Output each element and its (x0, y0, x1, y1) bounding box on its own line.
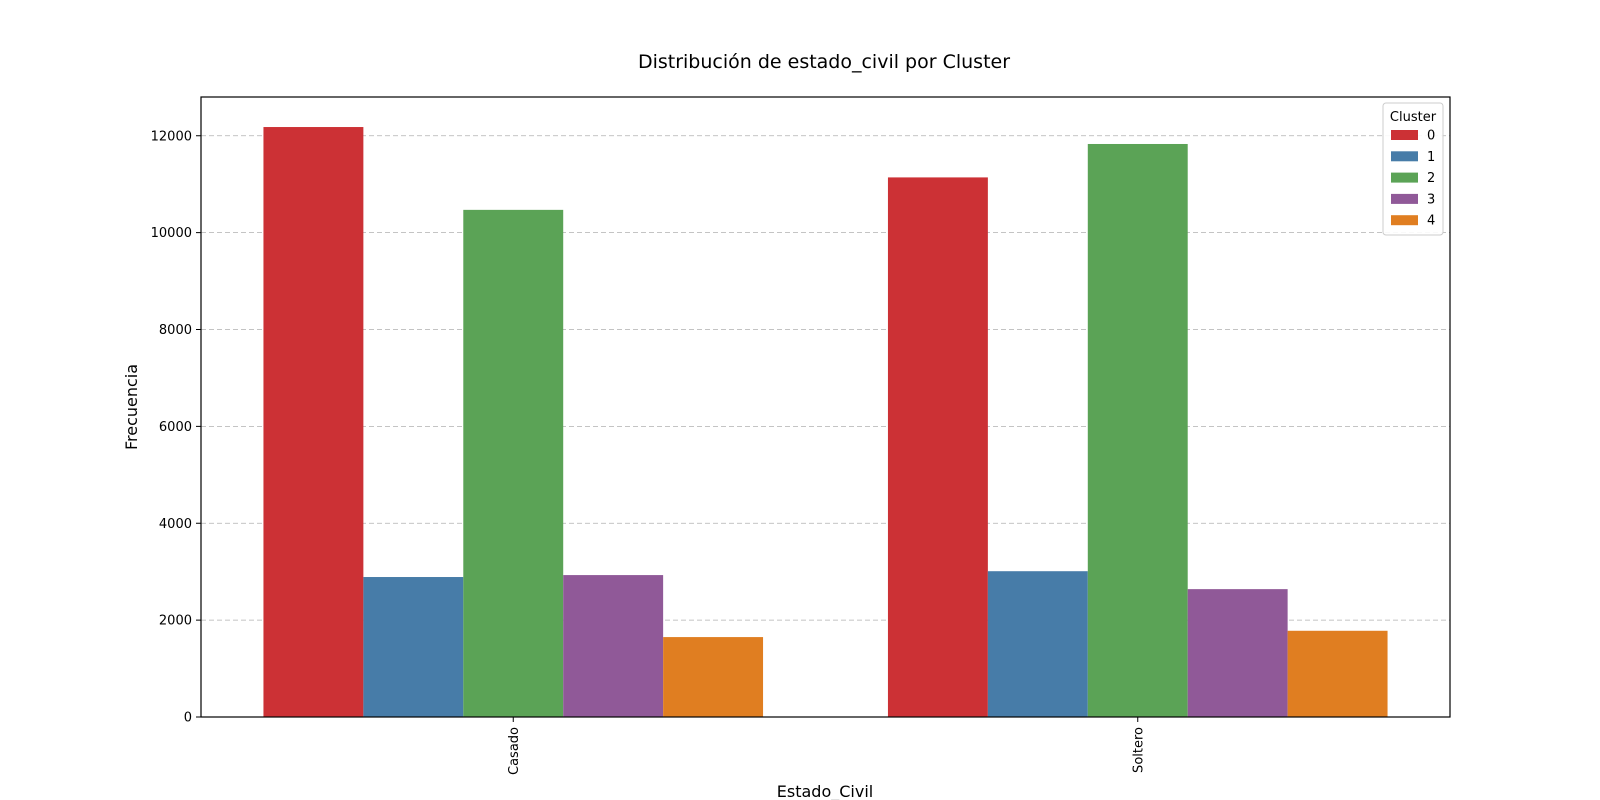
legend-label-2: 2 (1427, 171, 1435, 186)
y-tick-label: 12000 (151, 129, 192, 144)
legend-swatch-1 (1391, 151, 1418, 162)
legend-label-0: 0 (1427, 129, 1435, 144)
legend-swatch-3 (1391, 193, 1418, 204)
bar-casado-cluster-4 (663, 637, 764, 717)
bar-casado-cluster-1 (363, 577, 464, 717)
x-axis-title: Estado_Civil (777, 782, 873, 800)
legend-label-4: 4 (1427, 214, 1435, 229)
bar-soltero-cluster-4 (1287, 630, 1388, 717)
bar-soltero-cluster-1 (987, 571, 1088, 717)
x-tick-label: Soltero (1131, 727, 1146, 773)
y-tick-label: 6000 (159, 420, 192, 435)
x-tick-label: Casado (507, 727, 522, 775)
chart-title: Distribución de estado_civil por Cluster (638, 51, 1010, 73)
legend-swatch-0 (1391, 130, 1418, 140)
x-axis-ticks: Casado Soltero (507, 717, 1146, 775)
bar-casado-cluster-0 (263, 127, 364, 717)
bar-soltero-cluster-2 (1087, 143, 1188, 717)
legend-label-3: 3 (1427, 192, 1435, 207)
y-tick-label: 2000 (159, 614, 192, 629)
bars (263, 127, 1388, 717)
y-tick-label: 10000 (151, 226, 192, 241)
legend-label-1: 1 (1427, 150, 1435, 165)
plot-frame (200, 96, 1451, 718)
bar-soltero-cluster-0 (887, 177, 988, 717)
y-tick-label: 0 (184, 711, 192, 726)
legend-swatch-4 (1391, 215, 1418, 226)
y-axis-ticks: 0 2000 4000 6000 8000 10000 12000 (151, 129, 201, 726)
grid-lines (201, 135, 1450, 621)
legend-swatch-2 (1391, 172, 1418, 183)
y-axis-title: Frecuencia (122, 364, 141, 450)
y-tick-label: 4000 (159, 517, 192, 532)
legend: Cluster 0 1 2 3 4 (1382, 102, 1444, 236)
bar-casado-cluster-3 (563, 575, 664, 717)
bar-casado-cluster-2 (463, 209, 564, 717)
bar-soltero-cluster-3 (1187, 589, 1288, 717)
legend-title: Cluster (1390, 110, 1437, 125)
y-tick-label: 8000 (159, 323, 192, 338)
legend-items: 0 1 2 3 4 (1391, 129, 1435, 229)
